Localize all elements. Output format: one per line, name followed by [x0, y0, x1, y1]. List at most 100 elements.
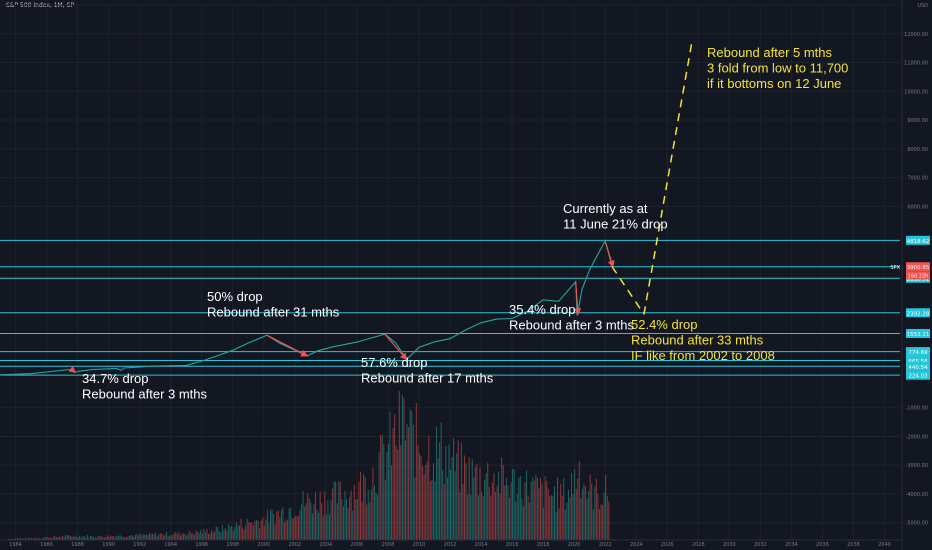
- volume-bar: [597, 493, 599, 540]
- price-line-group: [0, 239, 613, 376]
- volume-bar: [124, 537, 126, 540]
- volume-bar: [454, 471, 456, 540]
- volume-bar: [301, 504, 303, 540]
- volume-bar: [535, 474, 537, 540]
- volume-bar: [544, 476, 546, 540]
- volume-bar: [51, 538, 53, 540]
- volume-bar: [377, 494, 379, 540]
- volume-bar: [327, 500, 329, 540]
- volume-bar: [540, 477, 541, 540]
- volume-bar: [226, 531, 228, 540]
- volume-bar: [232, 530, 234, 540]
- level-label: 440.54: [908, 365, 928, 371]
- volume-bar: [581, 488, 583, 540]
- volume-bar: [473, 477, 475, 540]
- drop-arrow: [604, 240, 615, 268]
- annotation-text: Rebound after 5 mths: [707, 45, 833, 60]
- volume-bar: [603, 492, 605, 540]
- volume-bar: [510, 482, 512, 540]
- volume-bar: [116, 535, 118, 540]
- volume-bar: [431, 479, 433, 540]
- volume-bar: [99, 535, 101, 540]
- volume-bar: [203, 528, 205, 540]
- volume-bar: [605, 475, 607, 540]
- annotation-text: 11 June 21% drop: [563, 217, 668, 232]
- volume-bar: [266, 509, 268, 540]
- x-axis[interactable]: 1984 1986 1988 1990 1992 1994 1996 1998 2000 2002…: [0, 539, 902, 548]
- volume-bar: [608, 501, 610, 540]
- volume-bar: [600, 504, 602, 540]
- volume-bar: [184, 534, 186, 540]
- volume-bar: [429, 481, 431, 540]
- volume-bar: [13, 538, 15, 540]
- level-label-bg: [906, 347, 930, 357]
- y-tick-label: -2000.00: [906, 434, 928, 440]
- projection-line: [643, 40, 693, 315]
- volume-bar: [181, 533, 183, 540]
- volume-bar: [569, 497, 571, 540]
- volume-bar: [440, 422, 442, 540]
- volume-bar: [411, 411, 413, 540]
- volume-bar: [369, 502, 371, 540]
- volume-bar: [543, 507, 545, 540]
- volume-bar: [322, 515, 324, 540]
- volume-bar: [462, 483, 464, 540]
- volume-bar: [254, 520, 256, 540]
- volume-bar: [403, 398, 405, 540]
- volume-bar: [17, 538, 19, 540]
- volume-bar: [231, 525, 233, 540]
- volume-bar: [420, 456, 422, 540]
- volume-bar: [589, 474, 591, 540]
- y-tick-label: 10000.00: [904, 89, 928, 95]
- volume-bar: [214, 531, 216, 540]
- volume-bar: [251, 522, 253, 540]
- volume-bar: [561, 495, 563, 540]
- volume-bar: [504, 485, 506, 540]
- volume-bar: [387, 443, 389, 540]
- volume-bar: [417, 445, 419, 540]
- volume-bar: [501, 457, 503, 540]
- volume-bar: [375, 492, 377, 540]
- volume-bar: [290, 507, 292, 540]
- countdown-label: 16d 22h: [908, 274, 929, 280]
- volume-bar: [178, 531, 180, 540]
- x-tick-label: 1998: [226, 542, 239, 548]
- x-tick-label: 1990: [102, 542, 115, 548]
- volume-bar: [186, 535, 188, 540]
- volume-bar: [111, 536, 113, 540]
- y-tick-label: -4000.00: [906, 492, 928, 498]
- volume-bar: [524, 482, 526, 540]
- volume-bar: [88, 537, 90, 540]
- volume-bar: [135, 534, 136, 540]
- volume-bar: [65, 535, 67, 540]
- volume-bar: [395, 445, 397, 540]
- volume-bar: [43, 537, 45, 540]
- volume-bar: [141, 535, 143, 540]
- volume-bar: [536, 477, 538, 540]
- volume-bar: [392, 427, 394, 540]
- volume-bar: [315, 491, 316, 540]
- volume-bar: [86, 535, 88, 540]
- volume-bar: [457, 440, 459, 540]
- volume-bar: [437, 458, 439, 540]
- volume-bar: [412, 424, 414, 540]
- volume-bar: [147, 535, 149, 540]
- volume-bar: [355, 499, 357, 540]
- volume-bar: [90, 535, 91, 540]
- volume-bar: [353, 484, 355, 540]
- volume-bar: [211, 529, 213, 540]
- annotation-text: Rebound after 31 mths: [207, 305, 340, 320]
- x-tick-label: 2016: [506, 542, 519, 548]
- volume-bar: [38, 538, 40, 540]
- volume-bar: [487, 462, 489, 540]
- volume-bar: [364, 477, 366, 540]
- level-label: 4818.62: [907, 239, 930, 245]
- volume-bar: [130, 535, 132, 540]
- annotation-text: 34.7% drop: [82, 371, 149, 386]
- volume-bar: [477, 495, 479, 540]
- x-tick-label: 1988: [71, 542, 84, 548]
- y-axis[interactable]: USD 12000.00 11000.00 10000.00 9000.00 8000.0…: [901, 0, 928, 550]
- horizontal-levels[interactable]: 4818.62 3900.85 2830.51 2392.28 1553.11 774.6…: [0, 235, 930, 380]
- volume-bar: [164, 534, 166, 540]
